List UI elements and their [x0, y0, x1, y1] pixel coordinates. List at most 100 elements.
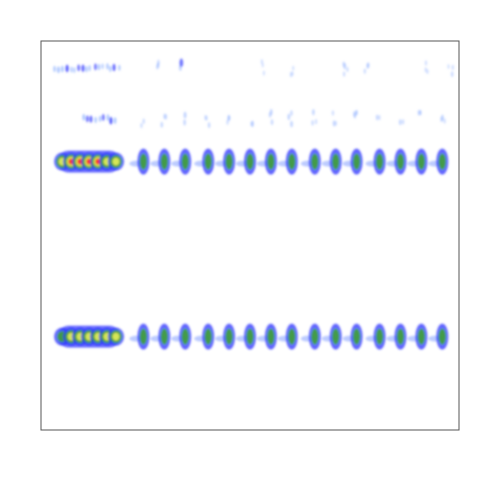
band-2-pulse-11-spot-1: [378, 115, 381, 121]
band-2-pulse-7-spot-0: [287, 113, 291, 121]
band-3-pulse-7-spot-1: [450, 71, 454, 78]
band-1-pulse-9-layer-1: [331, 328, 340, 345]
band-2-streak-2: [89, 115, 93, 123]
band-2-streak-3: [94, 116, 98, 124]
band-1-pulse-13-layer-1: [417, 328, 426, 345]
band-3-pulse-1-spot-1: [179, 58, 184, 67]
band-3-pulse-0-spot-3: [156, 63, 160, 69]
band-3-streak-15: [112, 63, 116, 72]
band-3-streak-4: [70, 66, 73, 73]
band-2-pulse-14-spot-1: [441, 114, 444, 121]
band-3-pulse-7-spot-0: [447, 64, 450, 69]
band-0-pulse-6-layer-1: [267, 153, 275, 170]
band-1-pulse-0-layer-1: [139, 328, 148, 345]
band-2-pulse-3-spot-1: [204, 115, 207, 121]
band-2-pulse-0-spot-0: [142, 118, 145, 125]
band-0-pulse-5-layer-1: [246, 153, 254, 170]
plot-frame: [40, 40, 460, 431]
band-3-streak-7: [81, 64, 85, 72]
band-2-streak-1: [85, 115, 89, 123]
band-0-pulse-11-layer-1: [375, 153, 384, 170]
band-2-pulse-2-spot-1: [183, 119, 187, 126]
band-0-pulse-13-layer-1: [417, 153, 426, 170]
band-2-streak-4: [98, 115, 102, 122]
band-3-streak-0: [53, 65, 56, 73]
band-3-streak-6: [77, 64, 81, 72]
band-2-pulse-9-spot-0: [332, 120, 336, 127]
band-3-streak-11: [97, 63, 101, 71]
band-0-pulse-14-layer-1: [438, 153, 446, 170]
band-3-streak-13: [106, 63, 109, 70]
band-1-pulse-7-layer-1: [288, 328, 296, 345]
band-3-pulse-3-spot-0: [292, 65, 295, 71]
band-1-pulse-3-layer-1: [204, 328, 212, 345]
band-3-pulse-4-spot-1: [346, 66, 349, 73]
band-2-pulse-12-spot-1: [401, 119, 405, 125]
band-0-pulse-10-layer-1: [352, 153, 361, 170]
band-1-pulse-6-layer-1: [267, 328, 275, 345]
band-0-pulse-4-layer-1: [225, 153, 233, 170]
band-1-pulse-8-layer-1: [311, 328, 319, 345]
band-2-pulse-4-spot-2: [226, 119, 229, 125]
band-2-pulse-4-spot-1: [227, 114, 231, 122]
band-1-pulse-2-layer-1: [181, 328, 189, 345]
band-2-pulse-8-spot-1: [311, 108, 315, 116]
band-2-pulse-14-spot-2: [443, 118, 446, 124]
band-0-pulse-8-layer-1: [311, 153, 319, 170]
band-2-pulse-7-spot-2: [290, 120, 293, 128]
plot-background: [41, 41, 459, 430]
band-3-streak-12: [101, 63, 104, 70]
heatmap-marks: [53, 58, 454, 350]
band-2-streak-5: [101, 113, 105, 121]
band-2-pulse-12-spot-0: [398, 119, 402, 126]
band-2-pulse-2-spot-0: [183, 111, 187, 119]
band-3-streak-14: [108, 65, 112, 73]
band-3-streak-3: [65, 64, 69, 73]
band-2-pulse-9-spot-1: [331, 110, 335, 116]
band-0-pulse-12-layer-1: [396, 153, 405, 170]
band-3-streak-5: [73, 67, 76, 74]
band-3-pulse-6-spot-1: [426, 69, 429, 75]
band-1-pulse-14-layer-1: [438, 328, 446, 345]
band-2-streak-8: [113, 117, 117, 124]
band-3-streak-10: [94, 63, 98, 71]
band-2-pulse-1-spot-1: [164, 113, 168, 120]
band-3-pulse-7-spot-2: [451, 64, 454, 71]
band-2-pulse-9-spot-2: [334, 120, 338, 126]
band-0-pulse-1-layer-1: [160, 153, 169, 170]
band-0-pulse-0-layer-1: [139, 153, 148, 170]
band-3-pulse-5-spot-1: [363, 68, 367, 74]
band-2-pulse-6-spot-1: [268, 111, 272, 118]
band-1-pulse-5-layer-1: [246, 328, 254, 345]
band-2-pulse-0-spot-1: [140, 122, 143, 129]
band-0-pulse-2-layer-1: [181, 153, 189, 170]
band-1-segment-cell-6-layer-2: [112, 332, 120, 341]
band-3-pulse-2-spot-2: [261, 62, 264, 68]
band-2-pulse-8-spot-2: [314, 118, 318, 125]
band-3-streak-1: [56, 66, 60, 74]
band-2-pulse-10-spot-3: [353, 111, 356, 118]
band-2-streak-0: [82, 113, 86, 121]
band-3-pulse-6-spot-0: [424, 60, 428, 66]
band-1-pulse-1-layer-1: [160, 328, 169, 345]
band-1-pulse-10-layer-1: [352, 328, 361, 345]
band-2-pulse-8-spot-0: [311, 120, 314, 126]
band-3-pulse-3-spot-2: [289, 71, 293, 78]
band-3-pulse-6-spot-2: [424, 67, 427, 73]
band-2-pulse-11-spot-0: [375, 114, 379, 121]
band-1-pulse-12-layer-1: [396, 328, 405, 345]
band-0-pulse-7-layer-1: [288, 153, 296, 170]
band-3-pulse-4-spot-3: [342, 71, 346, 77]
band-2-pulse-7-spot-1: [290, 110, 293, 116]
band-2-streak-7: [109, 116, 113, 125]
band-0-pulse-3-layer-1: [204, 153, 212, 170]
band-3-pulse-5-spot-2: [366, 62, 369, 69]
band-3-streak-8: [85, 65, 88, 73]
band-2-pulse-13-spot-2: [419, 109, 422, 115]
band-3-pulse-2-spot-1: [262, 70, 265, 76]
band-2-pulse-3-spot-2: [207, 122, 211, 129]
band-3-pulse-4-spot-2: [343, 62, 347, 70]
band-0-segment-cell-6-layer-2: [112, 157, 120, 166]
band-2-streak-6: [106, 114, 110, 121]
